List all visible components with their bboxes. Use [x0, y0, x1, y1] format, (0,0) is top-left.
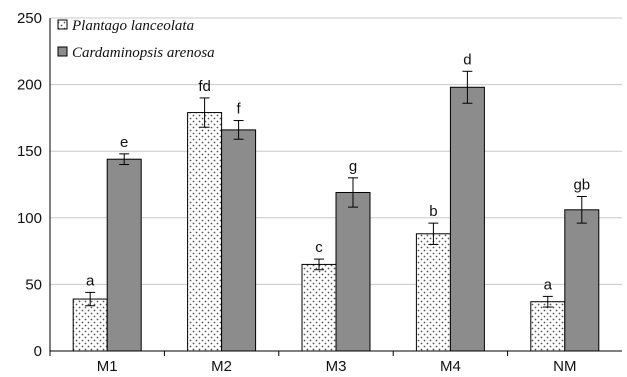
significance-label: d: [463, 51, 471, 68]
bar-cardaminopsis: [449, 86, 485, 352]
significance-label: e: [120, 134, 128, 151]
y-tick-label: 200: [17, 77, 42, 94]
y-tick-label: 0: [34, 343, 42, 360]
bar-plantago: [530, 301, 566, 352]
axes: 0 50 100 150 200 250 M1 M2 M3 M4 NM: [17, 10, 622, 375]
legend: Plantago lanceolata Cardaminopsis arenosa: [57, 18, 215, 61]
bar-plantago: [301, 263, 337, 352]
bar-plantago: [187, 112, 223, 352]
significance-label: gb: [573, 176, 590, 193]
bar-cardaminopsis: [106, 158, 142, 352]
legend-swatch: [57, 46, 68, 57]
significance-label: c: [315, 239, 323, 256]
bar-cardaminopsis: [335, 191, 371, 352]
x-tick-label: M4: [440, 358, 461, 375]
legend-label: Plantago lanceolata: [71, 18, 194, 34]
y-tick-label: 50: [25, 276, 42, 293]
x-tick-label: NM: [553, 358, 576, 375]
significance-label: g: [349, 158, 357, 175]
bar-plantago: [72, 298, 108, 352]
gridlines: [50, 17, 622, 285]
legend-swatch: [57, 19, 68, 30]
x-tick-label: M3: [326, 358, 347, 375]
significance-label: f: [237, 101, 242, 118]
y-tick-label: 250: [17, 10, 42, 27]
y-tick-label: 150: [17, 143, 42, 160]
significance-label: a: [86, 272, 95, 289]
x-tick-label: M1: [97, 358, 118, 375]
y-tick-label: 100: [17, 210, 42, 227]
bar-cardaminopsis: [564, 209, 600, 352]
significance-label: a: [544, 276, 553, 293]
significance-label: fd: [198, 78, 211, 95]
bar-cardaminopsis: [221, 129, 257, 352]
bar-plantago: [415, 233, 451, 352]
x-tick-label: M2: [211, 358, 232, 375]
legend-label: Cardaminopsis arenosa: [72, 45, 215, 61]
significance-label: b: [429, 203, 437, 220]
